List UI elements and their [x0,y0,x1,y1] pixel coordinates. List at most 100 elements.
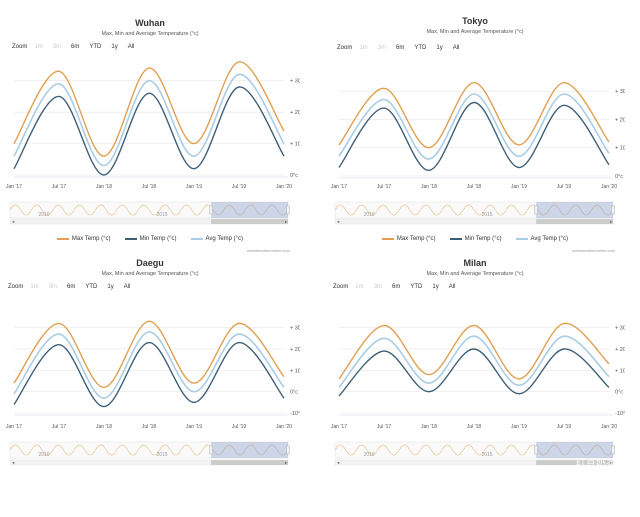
navigator-selection [211,202,288,218]
series-min-line [13,341,285,408]
zoom-ytd-button[interactable]: YTD [89,44,102,50]
navigator-label: 2010 [38,212,49,218]
zoom-label: Zoom [333,284,349,290]
scrollbar-thumb [536,460,613,465]
y-tick-label: 0°c [290,173,298,179]
series-avg-line [13,73,285,167]
zoom-controls: Zoom 1m 3m 6m YTD 1y All [337,44,462,52]
legend-item-avg[interactable]: Avg Temp (°c) [190,236,243,242]
navigator-label: 2015 [481,212,492,218]
chart-panel-daegu: Daegu Max, Min and Average Temperature (… [0,253,300,478]
zoom-1y-button[interactable]: 1y [107,284,114,290]
zoom-label: Zoom [8,284,24,290]
zoom-ytd-button[interactable]: YTD [414,45,427,51]
navigator-left-handle [209,445,213,455]
chart-panel-milan: Milan Max, Min and Average Temperature (… [325,253,625,478]
x-tick-label: Jan '19 [186,424,202,430]
zoom-1m-button[interactable]: 1m [359,45,368,51]
y-tick-label: + 20°c [290,347,300,353]
scroll-left-arrow: ◂ [337,460,340,465]
credit-text: worldweatheronline.com [246,248,290,253]
y-tick-label: + 10°c [615,368,625,374]
zoom-1m-button[interactable]: 1m [30,284,39,290]
zoom-all-button[interactable]: All [448,284,456,290]
navigator-label: 2010 [363,452,374,458]
zoom-1m-button[interactable]: 1m [34,44,43,50]
series-avg-line [338,335,610,388]
y-tick-label: 0°c [615,390,623,396]
legend-item-min[interactable]: Min Temp (°c) [124,236,177,242]
x-tick-label: Jan '20 [601,424,617,430]
zoom-1y-button[interactable]: 1y [111,44,118,50]
series-min-line [338,101,610,172]
x-tick-label: Jul '18 [142,424,157,430]
credit-text: worldweatheronline.com [571,248,615,253]
legend-item-min[interactable]: Min Temp (°c) [449,236,502,242]
chart-subtitle: Max, Min and Average Temperature (°c) [426,29,524,35]
zoom-all-button[interactable]: All [452,45,460,51]
zoom-6m-button[interactable]: 6m [392,284,401,290]
x-tick-label: Jan '18 [421,424,437,430]
navigator-label: 2015 [481,452,492,458]
chart-legend: Max Temp (°c) Min Temp (°c) Avg Temp (°c… [0,236,300,242]
navigator-right-handle [611,445,615,455]
x-tick-label: Jul '17 [52,424,67,430]
y-tick-label: + 30°c [615,89,625,95]
zoom-6m-button[interactable]: 6m [71,44,80,50]
series-avg-line [13,331,285,399]
chart-subtitle: Max, Min and Average Temperature (°c) [426,271,524,277]
chart-plot-wuhan: 0°c + 10°c + 20°c + 30°c Jan '17 Jul '17 Jan '… [6,61,300,225]
navigator-series [334,444,614,456]
navigator-label: 2010 [363,212,374,218]
x-tick-label: Jan '19 [511,424,527,430]
zoom-all-button[interactable]: All [127,44,135,50]
zoom-6m-button[interactable]: 6m [396,45,405,51]
scroll-right-arrow: ▸ [610,219,613,224]
zoom-6m-button[interactable]: 6m [67,284,76,290]
x-tick-label: Jan '18 [96,184,112,190]
chart-title: Milan [463,258,487,268]
y-tick-label: + 30°c [290,326,300,332]
zoom-3m-button[interactable]: 3m [373,284,383,290]
navigator-left-handle [534,445,538,455]
scrollbar-thumb [211,219,288,224]
series-max-line [13,320,285,389]
chart-legend: Max Temp (°c) Min Temp (°c) Avg Temp (°c… [325,236,625,242]
zoom-ytd-button[interactable]: YTD [85,284,98,290]
navigator-label: 2015 [156,452,167,458]
chart-title: Daegu [136,258,164,268]
x-tick-label: Jul '18 [467,184,482,190]
zoom-3m-button[interactable]: 3m [377,45,387,51]
zoom-all-button[interactable]: All [123,284,131,290]
legend-item-avg[interactable]: Avg Temp (°c) [515,236,568,242]
y-tick-label: 0°c [290,390,298,396]
y-tick-label: -10°c [615,411,625,417]
scroll-right-arrow: ▸ [610,460,613,465]
zoom-1y-button[interactable]: 1y [436,45,443,51]
zoom-controls: Zoom 1m 3m 6m YTD 1y All [12,43,137,51]
scrollbar-thumb [211,460,288,465]
zoom-ytd-button[interactable]: YTD [410,284,423,290]
x-tick-label: Jan '17 [6,424,22,430]
zoom-1m-button[interactable]: 1m [355,284,364,290]
series-min-line [338,348,610,397]
x-tick-label: Jul '18 [142,184,157,190]
x-tick-label: Jan '17 [331,424,347,430]
scroll-right-arrow: ▸ [285,460,288,465]
zoom-controls: Zoom 1m 3m 6m YTD 1y All [8,283,133,291]
chart-panel-tokyo: Tokyo Max, Min and Average Temperature (… [325,0,625,255]
y-tick-label: + 20°c [290,110,300,116]
x-tick-label: Jan '17 [6,184,22,190]
y-tick-label: + 10°c [290,368,300,374]
navigator-left-handle [534,205,538,215]
y-tick-label: + 20°c [615,347,625,353]
legend-item-max[interactable]: Max Temp (°c) [56,236,111,242]
zoom-3m-button[interactable]: 3m [52,44,62,50]
y-tick-label: + 30°c [290,79,300,85]
zoom-3m-button[interactable]: 3m [48,284,58,290]
x-tick-label: Jul '19 [557,184,572,190]
chart-plot-milan: -10°c 0°c + 10°c + 20°c + 30°c Jan '17 Jul '17… [331,322,625,465]
x-tick-label: Jan '20 [276,184,292,190]
zoom-1y-button[interactable]: 1y [432,284,439,290]
legend-item-max[interactable]: Max Temp (°c) [381,236,436,242]
